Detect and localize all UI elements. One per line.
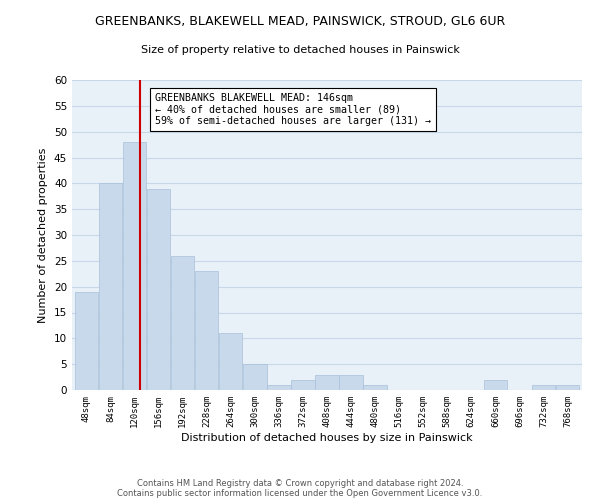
Text: GREENBANKS, BLAKEWELL MEAD, PAINSWICK, STROUD, GL6 6UR: GREENBANKS, BLAKEWELL MEAD, PAINSWICK, S… <box>95 15 505 28</box>
Bar <box>484 380 507 390</box>
Bar <box>340 374 363 390</box>
Bar <box>556 385 579 390</box>
Text: Contains HM Land Registry data © Crown copyright and database right 2024.: Contains HM Land Registry data © Crown c… <box>137 478 463 488</box>
Bar <box>316 374 338 390</box>
Bar <box>123 142 146 390</box>
Bar <box>291 380 314 390</box>
Bar <box>195 271 218 390</box>
X-axis label: Distribution of detached houses by size in Painswick: Distribution of detached houses by size … <box>181 432 473 442</box>
Bar <box>364 385 387 390</box>
Bar <box>147 188 170 390</box>
Text: GREENBANKS BLAKEWELL MEAD: 146sqm
← 40% of detached houses are smaller (89)
59% : GREENBANKS BLAKEWELL MEAD: 146sqm ← 40% … <box>155 93 431 126</box>
Text: Contains public sector information licensed under the Open Government Licence v3: Contains public sector information licen… <box>118 488 482 498</box>
Bar <box>75 292 98 390</box>
Bar <box>267 385 290 390</box>
Bar <box>532 385 555 390</box>
Bar <box>219 333 242 390</box>
Text: Size of property relative to detached houses in Painswick: Size of property relative to detached ho… <box>140 45 460 55</box>
Y-axis label: Number of detached properties: Number of detached properties <box>38 148 49 322</box>
Bar <box>243 364 266 390</box>
Bar <box>171 256 194 390</box>
Bar <box>99 184 122 390</box>
